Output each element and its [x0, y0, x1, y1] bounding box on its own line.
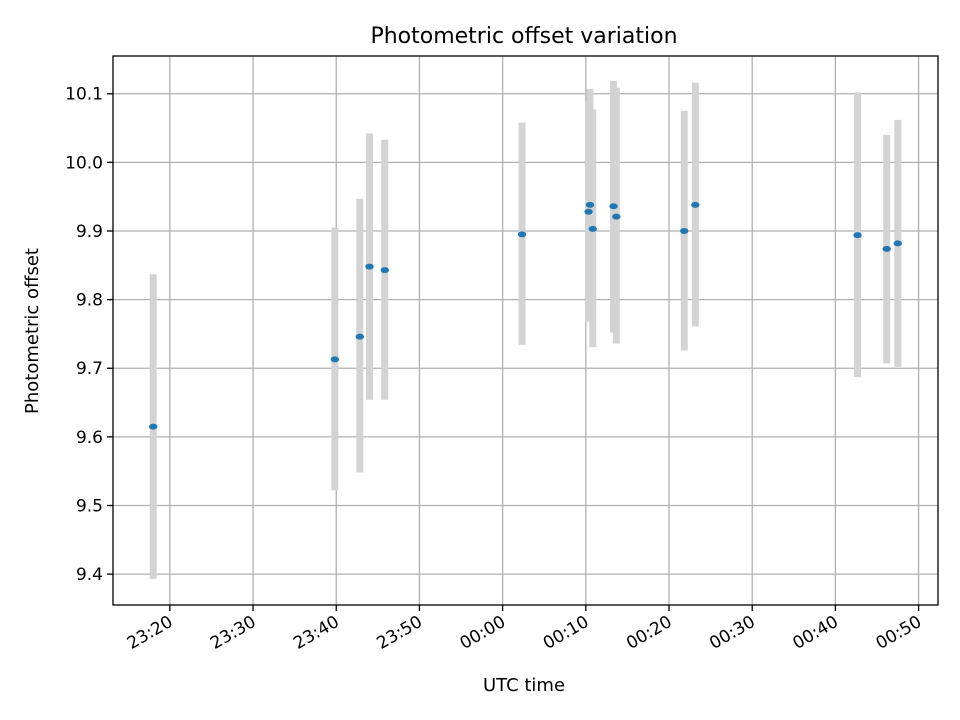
y-tick-label: 9.7: [76, 359, 103, 379]
y-tick-label: 9.4: [76, 565, 103, 585]
data-point: [149, 423, 158, 430]
y-tick-label: 9.6: [76, 428, 103, 448]
data-point: [585, 201, 595, 208]
y-axis-label: Photometric offset: [22, 248, 43, 414]
data-point: [609, 203, 618, 210]
data-point: [680, 227, 689, 234]
data-point: [380, 267, 389, 274]
data-point: [517, 231, 527, 238]
x-tick-label: 00:10: [540, 612, 592, 654]
data-points: [149, 201, 902, 430]
data-point: [612, 213, 621, 220]
y-tick-label: 10.1: [65, 85, 103, 105]
y-tick-label: 10.0: [65, 153, 103, 173]
y-tick-label: 9.5: [76, 496, 103, 516]
data-point: [584, 208, 593, 215]
data-point: [853, 232, 862, 239]
data-point: [893, 240, 902, 247]
x-tick-label: 23:20: [124, 612, 176, 654]
plot-frame: [112, 55, 939, 606]
error-bars: [149, 80, 902, 579]
data-point: [330, 356, 340, 363]
data-point: [355, 333, 365, 340]
chart-title: Photometric offset variation: [370, 24, 677, 49]
x-axis-label: UTC time: [483, 675, 565, 696]
x-tick-label: 00:20: [623, 612, 675, 654]
x-tick-label: 00:00: [457, 612, 509, 654]
data-point: [365, 263, 374, 270]
data-point: [588, 225, 597, 232]
data-point: [691, 201, 700, 208]
data-point: [882, 245, 891, 252]
x-tick-label: 23:30: [207, 612, 259, 654]
y-tick-label: 9.9: [76, 222, 103, 242]
x-tick-label: 00:30: [706, 612, 758, 654]
x-axis: 23:20 23:30 23:40 23:50 00:00 00:10 00:20 00:30…: [124, 605, 925, 654]
x-tick-label: 00:40: [789, 612, 841, 654]
y-tick-label: 9.8: [76, 291, 103, 311]
x-tick-label: 23:50: [373, 612, 425, 654]
x-tick-label: 23:40: [290, 612, 342, 654]
y-axis: 9.4 9.5 9.6 9.7 9.8 9.9 10.0 10.1: [65, 85, 113, 585]
x-tick-label: 00:50: [873, 612, 925, 654]
